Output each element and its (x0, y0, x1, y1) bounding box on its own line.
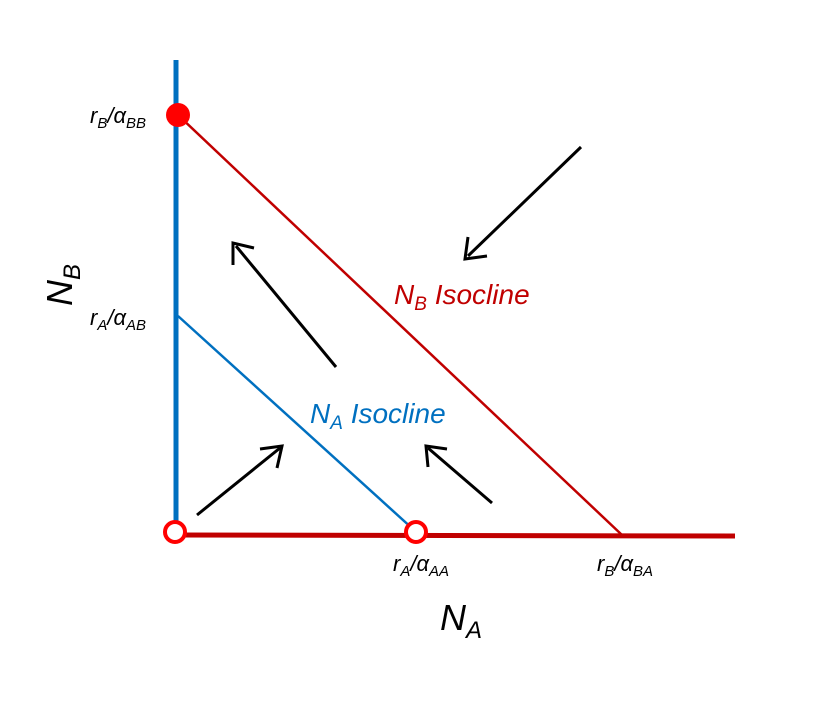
y-axis-label: NB (39, 264, 86, 306)
y-tick-ra-alphaab: rA/αAB (90, 305, 146, 334)
nb-isocline-line (177, 114, 623, 536)
x-tick-rb-alphaba: rB/αBA (597, 551, 653, 580)
arrow-top-right (463, 145, 583, 261)
x-tick-ra-alphaaa: rA/αAA (393, 551, 449, 580)
x-axis-label: NA (440, 597, 482, 644)
na-isocline-label: NA Isocline (310, 398, 446, 434)
x-axis-red (173, 532, 736, 539)
nb-isocline-label: NB Isocline (394, 279, 530, 315)
arrow-lower-right (424, 444, 493, 505)
origin-unstable-equilibrium (163, 520, 187, 544)
arrow-upper-left (231, 241, 338, 368)
na-isocline-line (177, 315, 415, 531)
stable-equilibrium-dot (166, 103, 190, 127)
y-tick-rb-alphabb: rB/αBB (90, 103, 146, 132)
arrow-lower-left (196, 444, 284, 517)
na-unstable-equilibrium (404, 520, 428, 544)
